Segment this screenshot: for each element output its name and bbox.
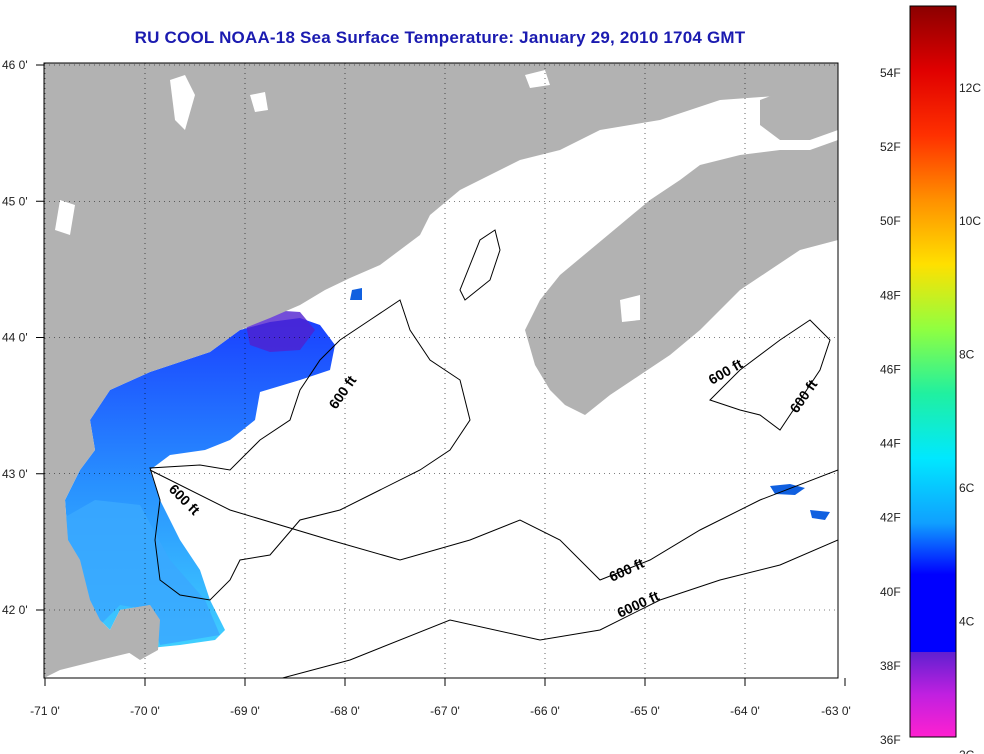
colorbar-f-label: 54F	[880, 66, 901, 80]
cape-cod-land	[120, 605, 160, 660]
colorbar-warm-range	[910, 6, 956, 652]
colorbar-f-label: 50F	[880, 214, 901, 228]
maine-new-england-land	[44, 63, 838, 678]
lat-tick-label: 45 0'	[2, 194, 28, 208]
longitude-axis: -71 0' -70 0' -69 0' -68 0' -67 0' -66 0' -65 …	[30, 678, 851, 718]
colorbar-c-label: 6C	[959, 481, 975, 495]
lon-tick-label: -68 0'	[330, 704, 360, 718]
lat-tick-label: 46 0'	[2, 58, 28, 72]
lon-tick-label: -63 0'	[821, 704, 851, 718]
bathymetry-contours	[149, 229, 838, 678]
colorbar-f-label: 46F	[880, 362, 901, 376]
latitude-axis: 46 0' 45 0' 44 0' 43 0' 42 0'	[2, 58, 44, 617]
bay-of-fundy-water	[500, 145, 705, 285]
nova-scotia-land	[525, 140, 838, 415]
colorbar-f-label: 48F	[880, 288, 901, 302]
colorbar-frame	[909, 5, 957, 738]
sst-warm-patch	[60, 500, 220, 645]
colorbar-f-label: 42F	[880, 511, 901, 525]
colorbar-f-label: 36F	[880, 733, 901, 747]
colorbar-c-label: 4C	[959, 614, 975, 628]
colorbar-f-label: 40F	[880, 585, 901, 599]
map-frame	[43, 62, 839, 679]
colorbar-c-label: 10C	[959, 214, 981, 228]
colorbar-fahrenheit-labels: 54F 52F 50F 48F 46F 44F 42F 40F 38F 36F	[880, 66, 901, 747]
colorbar-f-label: 38F	[880, 659, 901, 673]
colorbar-cold-range	[910, 652, 956, 737]
colorbar-c-label: 8C	[959, 348, 975, 362]
lat-tick-label: 42 0'	[2, 603, 28, 617]
lon-tick-label: -64 0'	[730, 704, 760, 718]
colorbar-f-label: 44F	[880, 437, 901, 451]
cape-breton-land	[760, 80, 838, 140]
lat-tick-label: 43 0'	[2, 467, 28, 481]
lon-tick-label: -66 0'	[530, 704, 560, 718]
lon-tick-label: -65 0'	[630, 704, 660, 718]
colorbar-c-label: 2C	[959, 748, 975, 754]
colorbar-f-label: 52F	[880, 140, 901, 154]
lat-tick-label: 44 0'	[2, 331, 28, 345]
lon-tick-label: -70 0'	[130, 704, 160, 718]
lon-tick-label: -67 0'	[430, 704, 460, 718]
map-title: RU COOL NOAA-18 Sea Surface Temperature:…	[134, 28, 746, 47]
colorbar-c-label: 12C	[959, 81, 981, 95]
lon-tick-label: -71 0'	[30, 704, 60, 718]
lon-tick-label: -69 0'	[230, 704, 260, 718]
colorbar-celsius-labels: 12C 10C 8C 6C 4C 2C	[959, 81, 981, 754]
